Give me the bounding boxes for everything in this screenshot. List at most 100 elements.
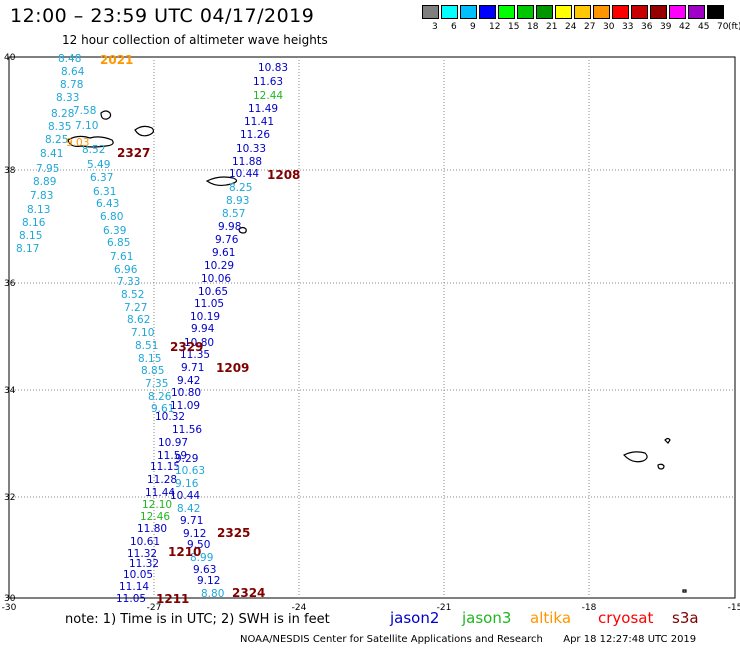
swh-value-jason2: 9.98 (218, 221, 241, 233)
swh-value: 11.32 (127, 548, 157, 560)
lon-tick-label: -21 (437, 603, 452, 613)
swh-value-cyan: 6.85 (107, 237, 130, 249)
lat-tick-label: 38 (4, 166, 16, 176)
colorbar-swatch (555, 5, 572, 19)
colorbar-label: 30 (603, 22, 615, 32)
swh-value-jason2: 11.88 (232, 156, 262, 168)
swh-value-cyan: 8.25 (45, 134, 68, 146)
colorbar-swatch (460, 5, 477, 19)
swh-value-jason2: 9.29 (175, 453, 198, 465)
swh-value-cyan: 8.41 (40, 148, 63, 160)
colorbar-label: 70 (717, 22, 729, 32)
swh-value-cyan: 8.26 (148, 391, 172, 403)
colorbar-label: 15 (508, 22, 520, 32)
swh-value-cyan: 7.27 (124, 302, 147, 314)
lon-tick-label: -15 (728, 603, 740, 613)
swh-value: 11.32 (129, 558, 159, 570)
lat-tick-label: 32 (4, 493, 15, 503)
swh-value-cyan: 8.28 (51, 108, 74, 120)
swh-value: 9.12 (183, 528, 206, 540)
page-title: 12:00 – 23:59 UTC 04/17/2019 (10, 5, 315, 27)
swh-value-cyan: 8.15 (19, 230, 42, 242)
swh-value-jason2: 8.57 (222, 208, 245, 220)
swh-value-cyan: 7.58 (73, 105, 96, 117)
swh-value-cyan: 8.78 (60, 79, 83, 91)
colorbar-label: 24 (565, 22, 577, 32)
colorbar-unit: (ft) (728, 22, 740, 32)
swh-value: 9.50 (187, 539, 210, 551)
swh-value: 8.42 (177, 503, 200, 515)
swh-value-jason2: 10.32 (155, 411, 185, 423)
pass-id-labels: 2021 2327 1208 2329 1209 2325 1210 2324 1211 (100, 53, 300, 606)
swh-value-jason2: 8.25 (229, 182, 252, 194)
swh-value-cyan: 6.31 (93, 186, 116, 198)
colorbar-swatch (650, 5, 667, 19)
swh-value: 9.71 (180, 515, 203, 527)
swh-value-cyan: 6.80 (100, 211, 123, 223)
swh-value-cyan: 9.61 (151, 403, 174, 415)
lat-tick-label: 36 (4, 279, 16, 289)
swh-value-jason2: 11.59 (157, 450, 187, 462)
swh-value-cyan: 5.49 (87, 159, 110, 171)
swh-value-jason2: 10.80 (171, 387, 201, 399)
lon-tick-label: -30 (2, 603, 17, 613)
swh-value-cyan: 7.33 (117, 276, 140, 288)
swh-value-altika: 9.03 (66, 137, 89, 149)
island-madeira (623, 451, 648, 463)
pass-id-label: 2324 (232, 586, 265, 600)
colorbar-swatch (536, 5, 553, 19)
colorbar-label: 6 (451, 22, 457, 32)
colorbar-swatch (688, 5, 705, 19)
swh-value-cyan: 7.10 (75, 120, 98, 132)
swh-value-jason2: 9.71 (181, 362, 204, 374)
colorbar-swatch (593, 5, 610, 19)
swh-value-cyan: 7.10 (131, 327, 154, 339)
colorbar-label: 3 (432, 22, 438, 32)
swh-value-cyan: 8.15 (138, 353, 161, 365)
colorbar-label: 21 (546, 22, 558, 32)
colorbar-swatch (631, 5, 648, 19)
island-selvagens (682, 589, 687, 593)
island-flores (100, 110, 112, 120)
swh-value-jason2: 8.93 (226, 195, 249, 207)
swh-value: 11.05 (116, 593, 146, 605)
generated-timestamp: Apr 18 12:27:48 UTC 2019 (563, 634, 697, 645)
swh-value-cyan: 8.17 (16, 243, 39, 255)
altimeter-tracks: 8.488.648.788.337.588.288.35 7.10 8.25 8.52… (16, 53, 288, 605)
swh-value-cyan: 6.96 (114, 264, 138, 276)
island-faial (134, 125, 155, 137)
swh-value-cyan: 6.43 (96, 198, 119, 210)
lon-tick-label: -24 (292, 603, 307, 613)
swh-value-cyan: 8.52 (121, 289, 144, 301)
swh-value-cyan: 8.64 (61, 66, 85, 78)
swh-value-jason2: 11.15 (150, 461, 180, 473)
swh-value-jason2: 9.94 (191, 323, 215, 335)
swh-value-jason2: 12.44 (253, 90, 283, 102)
swh-value-jason2: 11.44 (145, 487, 175, 499)
pass-id-label: 2021 (100, 53, 133, 67)
swh-value-jason2: 10.97 (158, 437, 188, 449)
swh-value-jason2: 11.41 (244, 116, 274, 128)
colorbar-swatch (669, 5, 686, 19)
swh-value-cyan: 8.16 (22, 217, 46, 229)
island-sao-miguel (205, 176, 238, 187)
colorbar-label: 33 (622, 22, 634, 32)
swh-value: 8.80 (201, 588, 224, 600)
colorbar-label: 45 (698, 22, 710, 32)
colorbar-swatch (479, 5, 496, 19)
lat-lon-grid (9, 57, 735, 598)
swh-value-jason2: 11.05 (194, 298, 224, 310)
swh-value-cyan: 7.95 (36, 163, 59, 175)
lon-tick-label: -18 (582, 603, 597, 613)
swh-value-cyan: 8.62 (127, 314, 150, 326)
lon-tick-label: -27 (147, 603, 162, 613)
colorbar-swatch (574, 5, 591, 19)
swh-value-jason2: 10.63 (175, 465, 205, 477)
map-subtitle: 12 hour collection of altimeter wave hei… (62, 33, 328, 47)
swh-value: 9.12 (197, 575, 220, 587)
swh-value-jason2: 10.33 (236, 143, 266, 155)
island-desertas (664, 437, 671, 444)
swh-value-jason2: 11.28 (147, 474, 177, 486)
swh-value-jason2: 10.44 (170, 490, 200, 502)
